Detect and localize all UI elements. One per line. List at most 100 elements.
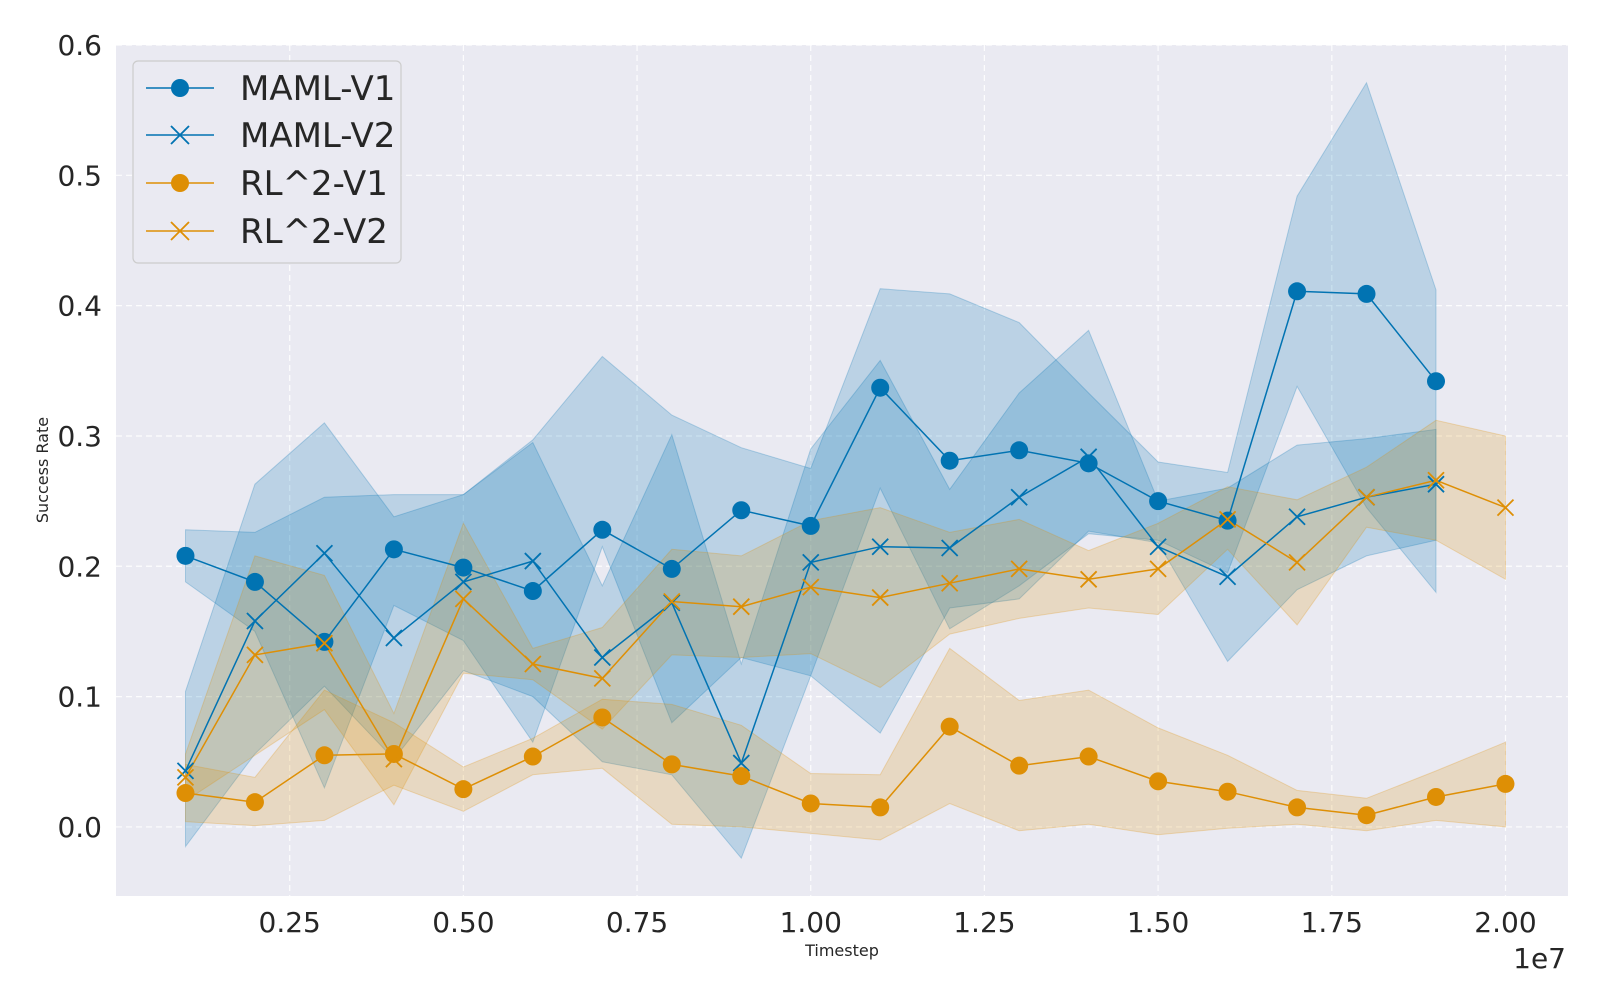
point-maml-v2 (246, 612, 264, 630)
point-rl-2-v2 (1079, 570, 1098, 588)
point-maml-v2 (871, 538, 889, 556)
legend-marker-x-icon (170, 125, 190, 145)
y-tick-label: 0.5 (57, 159, 102, 192)
point-rl-2-v2 (1218, 510, 1237, 529)
point-rl-2-v2 (663, 592, 681, 611)
point-maml-v2 (663, 594, 681, 612)
point-maml-v2 (1288, 508, 1306, 526)
y-tick-label: 0.6 (57, 29, 102, 62)
y-tick-label: 0.0 (57, 811, 102, 844)
legend-entry-maml-v1: MAML-V1 (146, 69, 395, 109)
point-maml-v1 (662, 559, 681, 578)
band-maml-v1 (185, 81, 1437, 790)
point-rl-2-v1 (454, 780, 473, 799)
series-markers (176, 282, 1515, 825)
point-rl-2-v1 (1357, 806, 1376, 825)
point-maml-v1 (384, 540, 403, 559)
legend-label: MAML-V2 (240, 116, 395, 156)
point-rl-2-v2 (454, 590, 473, 608)
x-axis-ticks: 0.25 0.50 0.75 1.00 1.25 1.50 1.75 2.00 (259, 906, 1537, 939)
legend-box (132, 60, 402, 264)
point-maml-v1 (1427, 372, 1445, 391)
point-maml-v1 (940, 451, 959, 470)
point-maml-v2 (176, 762, 195, 780)
x-tick-label: 1.75 (1301, 906, 1363, 939)
legend-entry-maml-v2: MAML-V2 (146, 116, 395, 156)
point-maml-v1 (315, 632, 334, 651)
point-rl-2-v1 (1079, 747, 1098, 766)
point-rl-2-v1 (1288, 798, 1307, 817)
y-tick-label: 0.1 (57, 681, 102, 714)
x-tick-label: 0.50 (432, 906, 494, 939)
point-rl-2-v1 (245, 793, 264, 812)
x-tick-label: 2.00 (1474, 906, 1536, 939)
point-rl-2-v2 (524, 655, 542, 673)
legend-marker-circle-icon (171, 79, 189, 97)
point-maml-v2 (1079, 448, 1098, 466)
point-rl-2-v2 (941, 574, 959, 592)
point-maml-v1 (801, 516, 820, 535)
band-rl-2-v1 (185, 647, 1506, 841)
band-rl-2-v2 (185, 419, 1506, 806)
legend: MAML-V1 MAML-V2 RL^2-V1 RL^2-V2 (132, 60, 402, 264)
point-rl-2-v2 (802, 578, 820, 596)
point-rl-2-v1 (732, 767, 751, 786)
point-maml-v2 (1427, 475, 1445, 493)
point-maml-v1 (1357, 284, 1376, 303)
point-rl-2-v1 (1010, 756, 1029, 775)
x-offset-label: 1e7 (1513, 942, 1566, 975)
x-tick-label: 1.00 (780, 906, 842, 939)
confidence-bands (185, 81, 1506, 860)
point-maml-v1 (245, 572, 264, 591)
point-rl-2-v1 (593, 708, 612, 727)
point-maml-v1 (593, 520, 612, 539)
point-rl-2-v2 (315, 634, 334, 652)
point-maml-v1 (523, 582, 542, 601)
point-rl-2-v2 (871, 588, 889, 607)
point-rl-2-v2 (1149, 560, 1167, 578)
point-maml-v1 (1149, 492, 1168, 511)
point-maml-v2 (524, 552, 542, 570)
point-maml-v1 (454, 558, 473, 577)
point-rl-2-v1 (871, 798, 890, 817)
x-tick-label: 1.25 (953, 906, 1015, 939)
y-tick-label: 0.3 (57, 420, 102, 453)
point-rl-2-v2 (1357, 488, 1376, 506)
point-rl-2-v1 (523, 747, 542, 766)
point-rl-2-v2 (385, 750, 403, 768)
point-maml-v2 (732, 754, 750, 772)
legend-label: MAML-V1 (240, 69, 395, 109)
legend-entry-rl2-v2: RL^2-V2 (146, 212, 388, 252)
legend-label: RL^2-V1 (240, 164, 388, 204)
y-axis-label: Success Rate (33, 417, 52, 523)
legend-label: RL^2-V2 (240, 212, 388, 252)
point-rl-2-v2 (732, 598, 750, 616)
point-maml-v1 (732, 501, 751, 520)
point-maml-v2 (315, 544, 334, 562)
line-rl-2-v1 (185, 716, 1506, 816)
band-maml-v2 (185, 329, 1437, 860)
point-rl-2-v1 (1427, 787, 1445, 806)
point-maml-v2 (1010, 488, 1028, 506)
x-tick-label: 1.50 (1127, 906, 1189, 939)
point-maml-v1 (176, 546, 195, 565)
point-maml-v2 (1149, 538, 1167, 556)
point-maml-v2 (385, 629, 403, 647)
point-rl-2-v1 (384, 744, 403, 763)
point-maml-v2 (941, 539, 959, 557)
y-tick-label: 0.4 (57, 290, 102, 323)
point-maml-v2 (802, 553, 820, 572)
x-tick-label: 0.25 (259, 906, 321, 939)
legend-entry-rl2-v1: RL^2-V1 (146, 164, 388, 204)
y-tick-label: 0.2 (57, 550, 102, 583)
point-rl-2-v2 (1288, 553, 1306, 572)
point-rl-2-v2 (1427, 471, 1445, 489)
point-maml-v2 (1218, 568, 1237, 586)
point-rl-2-v1 (1218, 782, 1237, 801)
point-rl-2-v1 (662, 755, 681, 774)
legend-marker-circle-icon (171, 174, 189, 192)
point-maml-v1 (1218, 511, 1237, 530)
point-rl-2-v1 (1149, 772, 1168, 791)
point-rl-2-v1 (315, 746, 334, 765)
